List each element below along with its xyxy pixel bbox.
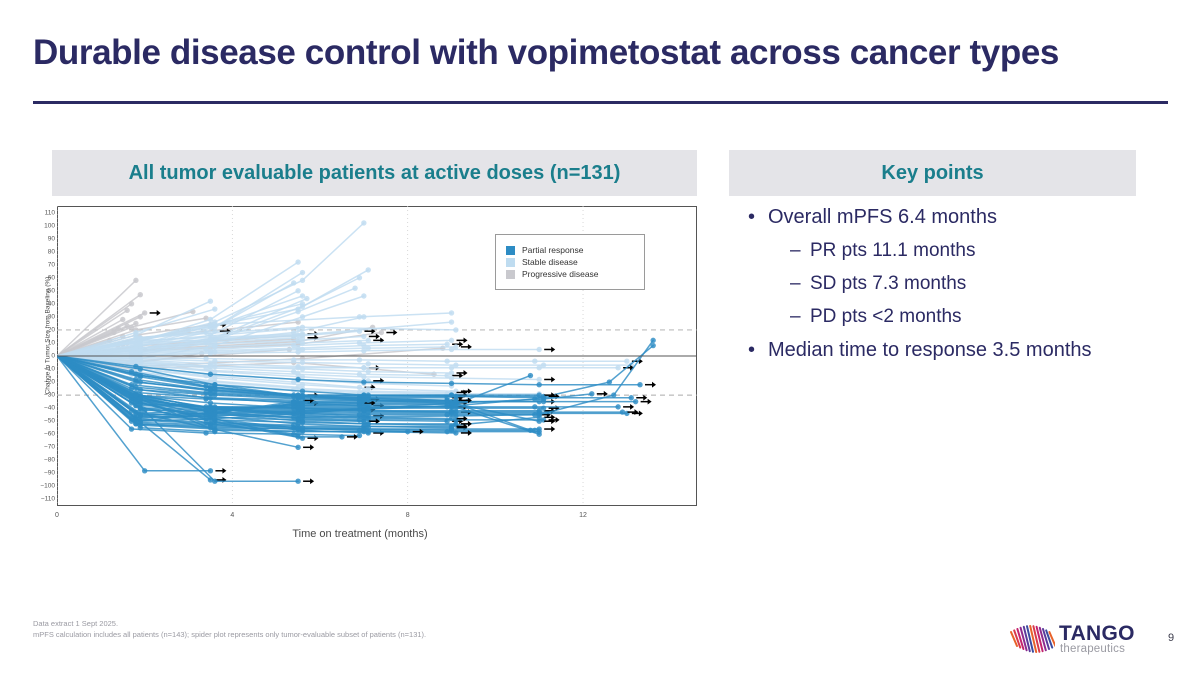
y-tick-label: 80 (47, 248, 55, 256)
y-tick-label: 50 (47, 287, 55, 295)
page-title: Durable disease control with vopimetosta… (33, 33, 1059, 72)
left-panel-header: All tumor evaluable patients at active d… (52, 150, 697, 196)
key-point-text: Overall mPFS 6.4 months (768, 206, 997, 228)
key-point-text: PR pts 11.1 months (810, 240, 976, 261)
key-point-text: SD pts 7.3 months (810, 273, 967, 294)
plot-canvas (57, 206, 697, 506)
legend-label: Stable disease (522, 257, 578, 267)
legend-item: Partial response (506, 245, 634, 255)
legend-item: Progressive disease (506, 269, 634, 279)
y-tick-label: 110 (44, 209, 55, 217)
y-tick-label: 100 (44, 222, 55, 230)
key-point-text: Median time to response 3.5 months (768, 339, 1092, 361)
key-point-marker: – (790, 240, 801, 261)
y-tick-label: 60 (47, 274, 55, 282)
company-logo: TANGO therapeutics (1009, 620, 1149, 660)
tango-mark-icon (1010, 625, 1055, 653)
y-tick-label: −110 (40, 495, 55, 503)
y-tick-label: −70 (43, 443, 55, 451)
legend-item: Stable disease (506, 257, 634, 267)
y-tick-label: −100 (40, 482, 55, 490)
key-point-item: – PD pts <2 months (748, 306, 1148, 328)
y-tick-label: 0 (51, 352, 55, 360)
key-point-marker: • (748, 339, 756, 361)
y-tick-label: 30 (47, 313, 55, 321)
spider-plot: Change in Tumor Size from Baseline (%) 1… (30, 206, 697, 556)
y-tick-label: 40 (47, 300, 55, 308)
y-tick-label: −20 (43, 378, 55, 386)
key-point-item: – SD pts 7.3 months (748, 273, 1148, 295)
key-point-item: – PR pts 11.1 months (748, 240, 1148, 262)
x-tick-label: 8 (405, 512, 410, 519)
right-panel-header: Key points (729, 150, 1136, 196)
y-tick-label: −90 (43, 469, 55, 477)
y-tick-label: −80 (43, 456, 55, 464)
y-tick-label: 70 (47, 261, 55, 269)
right-panel-header-text: Key points (881, 161, 984, 184)
y-tick-label: −10 (43, 365, 55, 373)
key-point-marker: • (748, 206, 756, 228)
key-point-item: • Median time to response 3.5 months (748, 339, 1148, 362)
footnote-line-1: Data extract 1 Sept 2025. (33, 619, 119, 628)
footnote: Data extract 1 Sept 2025. mPFS calculati… (33, 619, 426, 641)
key-point-item: • Overall mPFS 6.4 months (748, 206, 1148, 229)
page-number: 9 (1168, 632, 1175, 644)
x-axis-title: Time on treatment (months) (292, 528, 428, 540)
y-tick-label: 90 (47, 235, 55, 243)
left-panel-header-text: All tumor evaluable patients at active d… (128, 161, 621, 184)
legend-label: Progressive disease (522, 269, 599, 279)
y-tick-label: −40 (43, 404, 55, 412)
legend-swatch (506, 269, 515, 279)
x-tick-label: 12 (579, 512, 587, 519)
key-point-text: PD pts <2 months (810, 306, 962, 327)
chart-legend: Partial response Stable disease Progressiv… (495, 234, 645, 290)
x-tick-label: 4 (230, 512, 235, 519)
footnote-line-2: mPFS calculation includes all patients (… (33, 629, 427, 639)
y-tick-label: 20 (47, 326, 55, 334)
legend-label: Partial response (522, 245, 584, 255)
title-divider (33, 101, 1168, 104)
x-tick-label: 0 (55, 512, 59, 519)
legend-swatch (506, 257, 515, 267)
y-axis-ticks: 110 100 90 80 70 60 50 40 30 20 10 0 −10 −20 −30 −40 −50… (30, 206, 55, 506)
y-tick-label: −60 (43, 430, 55, 438)
y-tick-label: −30 (43, 391, 55, 399)
legend-swatch (506, 245, 515, 255)
key-point-marker: – (790, 273, 801, 294)
key-points-list: • Overall mPFS 6.4 months – PR pts 11.1 mon… (748, 206, 1148, 373)
logo-subtext: therapeutics (1060, 643, 1126, 655)
y-tick-label: 10 (47, 339, 55, 347)
y-tick-label: −50 (43, 417, 55, 425)
logo-wordmark: TANGO (1059, 622, 1135, 645)
key-point-marker: – (790, 306, 801, 327)
